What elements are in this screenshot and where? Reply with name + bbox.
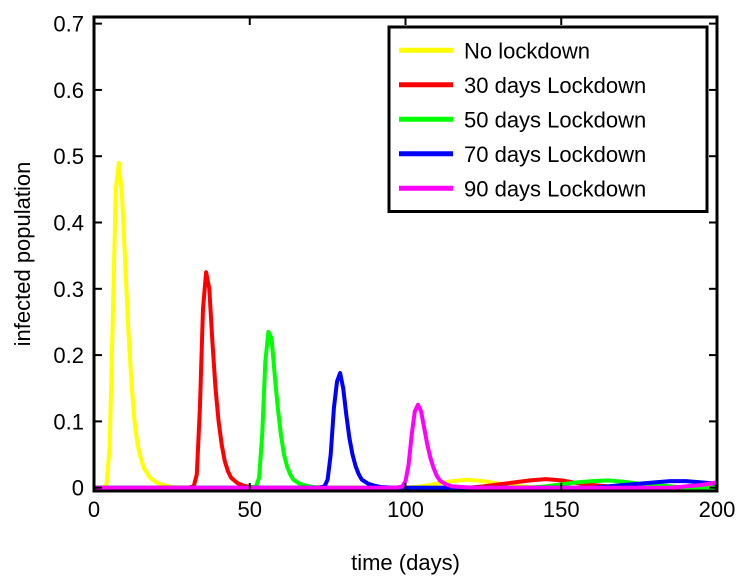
y-axis-title: infected population [10, 162, 35, 347]
x-tick-label: 50 [238, 497, 262, 522]
series-line-5 [94, 402, 718, 490]
legend-label-2: 30 days Lockdown [464, 73, 646, 98]
legend-label-1: No lockdown [464, 38, 590, 63]
y-tick-label: 0.6 [53, 78, 84, 103]
x-tick-label: 200 [699, 497, 736, 522]
y-tick-label: 0.7 [53, 12, 84, 37]
legend: No lockdown 30 days Lockdown 50 days Lockd… [387, 25, 709, 213]
y-tick-label: 0.4 [53, 211, 84, 236]
y-tick-label: 0.3 [53, 277, 84, 302]
legend-label-5: 90 days Lockdown [464, 176, 646, 201]
y-tick-label: 0.1 [53, 409, 84, 434]
series-line-3 [94, 329, 717, 490]
axis-ticks: 0 50 100 150 200 0 0.1 0.2 0.3 0.4 0.5 0.6 0.7 [53, 12, 735, 522]
series-lines [94, 160, 718, 490]
y-tick-label: 0.5 [53, 144, 84, 169]
y-tick-label: 0.2 [53, 343, 84, 368]
legend-label-4: 70 days Lockdown [464, 142, 646, 167]
y-tick-label: 0 [72, 476, 84, 501]
x-tick-label: 0 [88, 497, 100, 522]
x-tick-label: 100 [387, 497, 424, 522]
series-line-1 [94, 160, 717, 490]
x-tick-label: 150 [543, 497, 580, 522]
series-line-2 [94, 270, 717, 490]
x-axis-title: time (days) [351, 550, 460, 575]
series-line-4 [94, 371, 718, 490]
legend-label-3: 50 days Lockdown [464, 107, 646, 132]
